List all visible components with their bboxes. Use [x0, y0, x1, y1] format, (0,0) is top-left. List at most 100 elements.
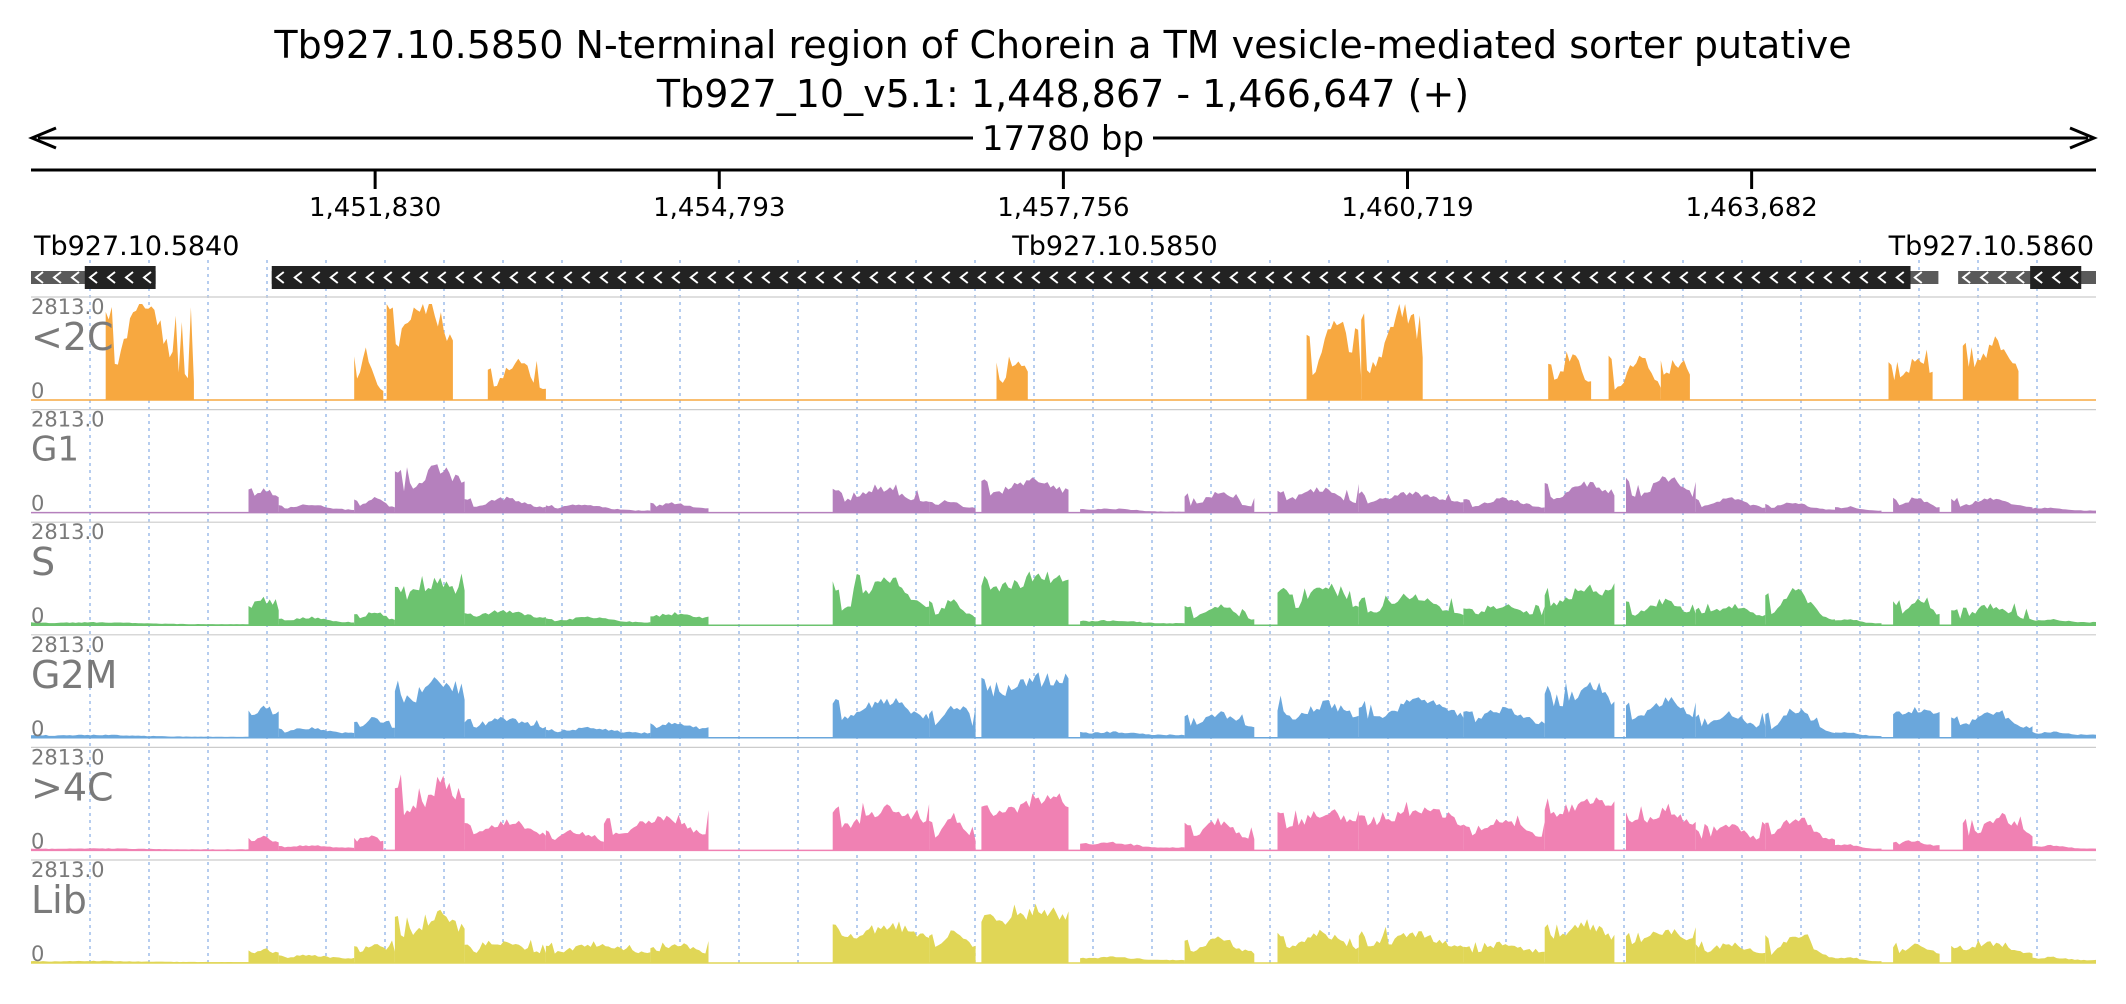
coverage-area: [31, 622, 249, 626]
strand-arrow: [293, 271, 303, 284]
coverage-area: [545, 726, 651, 738]
strand-arrow: [275, 271, 285, 284]
coverage-area: [650, 612, 709, 626]
coverage-area: [832, 698, 930, 738]
coverage-area: [1951, 497, 2033, 513]
coverage-area: [1660, 360, 1690, 400]
strand-arrow: [1499, 271, 1509, 284]
strand-arrow: [743, 271, 753, 284]
coverage-area: [832, 921, 930, 963]
coverage-area: [1626, 803, 1696, 851]
coverage-area: [2032, 731, 2096, 738]
strand-arrow: [1103, 271, 1113, 284]
strand-arrow: [1979, 271, 1989, 284]
strand-arrow: [1067, 271, 1077, 284]
coverage-area: [464, 496, 546, 513]
coverage-area: [1962, 812, 2033, 851]
coverage-area: [354, 347, 384, 400]
strand-arrow: [1661, 271, 1671, 284]
track-name: >4C: [31, 765, 114, 809]
strand-arrow: [1229, 271, 1239, 284]
strand-arrow: [1121, 271, 1131, 284]
strand-arrow: [401, 271, 411, 284]
strand-arrow: [311, 271, 321, 284]
track-min-label: 0: [31, 379, 44, 403]
strand-arrow: [473, 271, 483, 284]
strand-arrow: [52, 271, 62, 284]
coverage-area: [31, 960, 249, 963]
locus-label: Tb927_10_v5.1: 1,448,867 - 1,466,647 (+): [656, 72, 1469, 116]
coverage-area: [1695, 941, 1766, 963]
strand-arrow: [437, 271, 447, 284]
strand-arrow: [923, 271, 933, 284]
coverage-area: [1306, 320, 1362, 400]
gene-cds[interactable]: [271, 266, 1911, 289]
strand-arrow: [1193, 271, 1203, 284]
coverage-area: [1695, 711, 1766, 738]
gene-cds[interactable]: [2030, 266, 2082, 289]
coverage-area: [31, 848, 249, 851]
coverage-area: [545, 616, 651, 626]
track-name: G2M: [31, 653, 117, 697]
strand-arrow: [491, 271, 501, 284]
coverage-area: [1358, 697, 1464, 738]
strand-arrow: [833, 271, 843, 284]
track-min-label: 0: [31, 717, 44, 741]
strand-arrow: [1049, 271, 1059, 284]
strand-arrow: [1463, 271, 1473, 284]
coverage-area: [1277, 483, 1359, 513]
gene-label: Tb927.10.5860: [1888, 231, 2094, 262]
strand-arrow: [1535, 271, 1545, 284]
coverage-area: [1626, 598, 1696, 626]
coverage-area: [1358, 801, 1464, 851]
coverage-area: [603, 810, 709, 851]
track-2: 2813.0S 0: [31, 520, 2096, 628]
coverage-area: [1608, 355, 1661, 400]
ruler-ticks: 1,451,830 1,454,793 1,457,756 1,460,719 1,46…: [309, 170, 1818, 223]
coverage-area: [278, 954, 355, 963]
strand-arrow: [1997, 271, 2007, 284]
track-max-label: 2813.0: [31, 858, 104, 882]
strand-arrow: [1139, 271, 1149, 284]
coverage-area: [1544, 919, 1615, 963]
strand-arrow: [671, 271, 681, 284]
coverage-area: [278, 504, 355, 513]
coverage-area: [1835, 844, 1882, 851]
coverage-area: [981, 477, 1069, 513]
coverage-area: [1835, 957, 1882, 963]
strand-arrow: [581, 271, 591, 284]
strand-arrow: [142, 271, 152, 284]
coverage-area: [394, 677, 465, 738]
strand-arrow: [124, 271, 134, 284]
gene-cds[interactable]: [84, 266, 156, 289]
gene-label: Tb927.10.5850: [1011, 231, 1217, 262]
coverage-area: [278, 616, 355, 626]
strand-arrow: [509, 271, 519, 284]
gene-track: Tb927.10.5840 Tb927.10.5850 Tb927.10.5860: [31, 231, 2096, 289]
coverage-area: [1626, 927, 1696, 963]
coverage-area: [464, 939, 546, 963]
coverage-area: [31, 734, 249, 738]
strand-arrow: [1751, 271, 1761, 284]
coverage-area: [2032, 507, 2096, 513]
coverage-area: [929, 500, 976, 513]
strand-arrow: [1409, 271, 1419, 284]
strand-arrow: [941, 271, 951, 284]
coverage-area: [929, 812, 976, 851]
coverage-area: [2032, 956, 2096, 963]
coverage-area: [354, 835, 384, 851]
coverage-area: [1626, 476, 1696, 513]
coverage-area: [981, 793, 1069, 851]
scale-bar: 17780 bp: [28, 118, 2098, 159]
strand-arrow: [1391, 271, 1401, 284]
strand-arrow: [2051, 271, 2061, 284]
track-1: 2813.0G1 0: [31, 408, 2096, 516]
coverage-area: [1277, 929, 1359, 963]
coverage-area: [832, 484, 930, 513]
track-min-label: 0: [31, 604, 44, 628]
tick-label: 1,460,719: [1341, 193, 1473, 223]
chart-title: Tb927.10.5850 N-terminal region of Chore…: [273, 23, 1851, 67]
coverage-area: [1277, 583, 1359, 626]
